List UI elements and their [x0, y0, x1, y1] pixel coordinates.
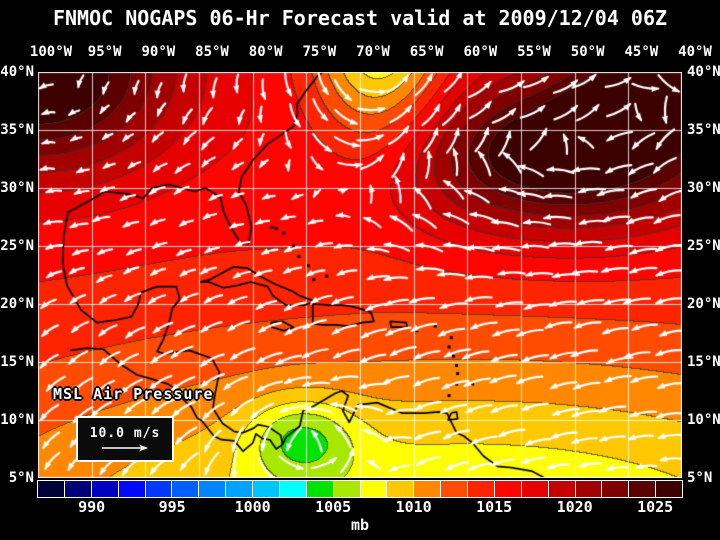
lon-label: 55°W [517, 44, 551, 60]
colorbar-swatch [91, 481, 118, 497]
colorbar-swatch [172, 481, 199, 497]
lat-label: 40°N [0, 64, 34, 80]
colorbar-swatch [38, 481, 64, 497]
colorbar-swatch [279, 481, 306, 497]
lon-label: 95°W [87, 44, 122, 60]
pressure-map-canvas [38, 72, 682, 478]
colorbar-tick: 1015 [476, 498, 513, 516]
colorbar-tick: 1010 [395, 498, 432, 516]
lon-label: 40°W [678, 44, 712, 60]
colorbar-tick: 1000 [234, 498, 271, 516]
field-label: MSL Air Pressure [53, 385, 214, 403]
colorbar-swatch [602, 481, 629, 497]
lat-label: 40°N [687, 64, 720, 80]
lat-label: 25°N [0, 238, 34, 254]
lat-label: 15°N [0, 354, 34, 370]
lon-label: 70°W [356, 44, 390, 60]
lon-label: 75°W [302, 44, 337, 60]
colorbar-swatch [387, 481, 414, 497]
lon-label: 90°W [141, 44, 176, 60]
colorbar-swatch [145, 481, 172, 497]
colorbar-swatch [468, 481, 494, 497]
lat-label: 5°N [687, 470, 713, 486]
lat-label: 5°N [8, 470, 34, 486]
colorbar-tick: 990 [78, 498, 106, 516]
colorbar-tick: 995 [158, 498, 186, 516]
lon-label: 85°W [195, 44, 229, 60]
colorbar-swatch [199, 481, 226, 497]
lon-label: 50°W [570, 44, 605, 60]
colorbar-tick: 1005 [315, 498, 352, 516]
colorbar-swatch [118, 481, 145, 497]
lat-label: 35°N [687, 122, 720, 138]
colorbar-tick: 1025 [637, 498, 674, 516]
lat-label: 20°N [687, 296, 720, 312]
colorbar [37, 480, 683, 498]
colorbar-swatch [656, 481, 682, 497]
colorbar-swatch [306, 481, 333, 497]
colorbar-swatch [64, 481, 91, 497]
colorbar-swatch [575, 481, 602, 497]
wind-scale-value: 10.0 m/s [89, 425, 161, 441]
wind-scale-legend: 10.0 m/s [76, 416, 174, 462]
lat-label: 10°N [687, 412, 720, 428]
wind-scale-arrow-icon [102, 444, 148, 451]
colorbar-swatch [494, 481, 521, 497]
lon-label: 80°W [248, 44, 283, 60]
lat-label: 30°N [0, 180, 34, 196]
colorbar-swatch [629, 481, 656, 497]
lon-label: 45°W [624, 44, 659, 60]
lat-label: 15°N [687, 354, 720, 370]
colorbar-swatch [333, 481, 360, 497]
lat-label: 30°N [687, 180, 720, 196]
colorbar-swatch [521, 481, 548, 497]
colorbar-units-label: mb [350, 516, 370, 534]
colorbar-swatch [548, 481, 575, 497]
lon-label: 60°W [463, 44, 498, 60]
lon-label: 65°W [409, 44, 444, 60]
colorbar-swatch [414, 481, 441, 497]
lat-label: 35°N [0, 122, 34, 138]
colorbar-swatch [253, 481, 279, 497]
lat-label: 10°N [0, 412, 34, 428]
lat-label: 20°N [0, 296, 34, 312]
colorbar-swatch [226, 481, 252, 497]
colorbar-swatch [441, 481, 467, 497]
colorbar-swatch [360, 481, 387, 497]
page-title: FNMOC NOGAPS 06-Hr Forecast valid at 200… [52, 6, 668, 30]
lon-label: 100°W [29, 44, 73, 60]
lat-label: 25°N [687, 238, 720, 254]
colorbar-tick: 1020 [556, 498, 593, 516]
